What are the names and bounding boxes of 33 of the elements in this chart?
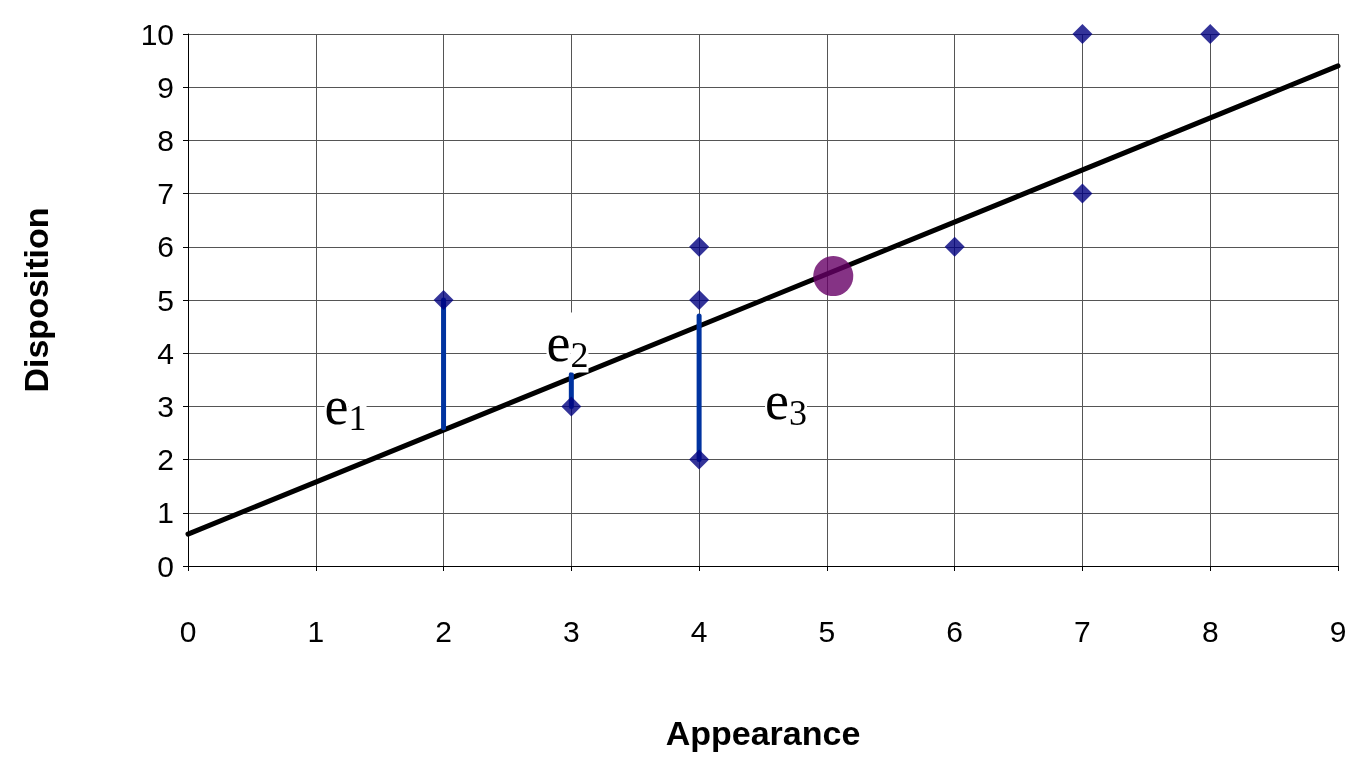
point xyxy=(689,236,710,257)
x-axis-title: Appearance xyxy=(665,714,861,752)
y-tick-label: 9 xyxy=(157,70,174,104)
y-tick-label: 0 xyxy=(157,549,174,583)
y-tick-label: 5 xyxy=(157,283,174,317)
point xyxy=(689,290,710,310)
y-tick-label: 6 xyxy=(157,230,174,264)
y-tick-label: 10 xyxy=(140,17,174,51)
y-axis-title: Disposition xyxy=(17,207,55,393)
y-tick-label: 2 xyxy=(157,443,174,477)
point xyxy=(1072,24,1093,44)
x-tick-label: 6 xyxy=(946,614,964,648)
x-tick-label: 2 xyxy=(435,614,452,648)
x-tick-label: 7 xyxy=(1074,614,1091,648)
y-tick-label: 8 xyxy=(157,123,174,157)
point xyxy=(561,396,582,417)
x-tick-label: 1 xyxy=(307,614,325,648)
point xyxy=(944,236,965,257)
y-tick-label: 7 xyxy=(157,177,174,211)
x-tick-label: 4 xyxy=(690,614,708,648)
point xyxy=(1200,24,1221,44)
x-tick-label: 3 xyxy=(562,614,580,648)
point xyxy=(1072,183,1093,204)
x-tick-label: 8 xyxy=(1201,614,1219,648)
y-tick-label: 4 xyxy=(157,336,174,370)
y-tick-label: 1 xyxy=(157,496,174,530)
point xyxy=(813,256,854,297)
x-tick-label: 0 xyxy=(179,614,197,648)
point xyxy=(433,290,454,310)
x-tick-label: 9 xyxy=(1329,614,1347,648)
point xyxy=(689,449,710,470)
x-tick-label: 5 xyxy=(818,614,836,648)
y-tick-label: 3 xyxy=(157,389,174,423)
